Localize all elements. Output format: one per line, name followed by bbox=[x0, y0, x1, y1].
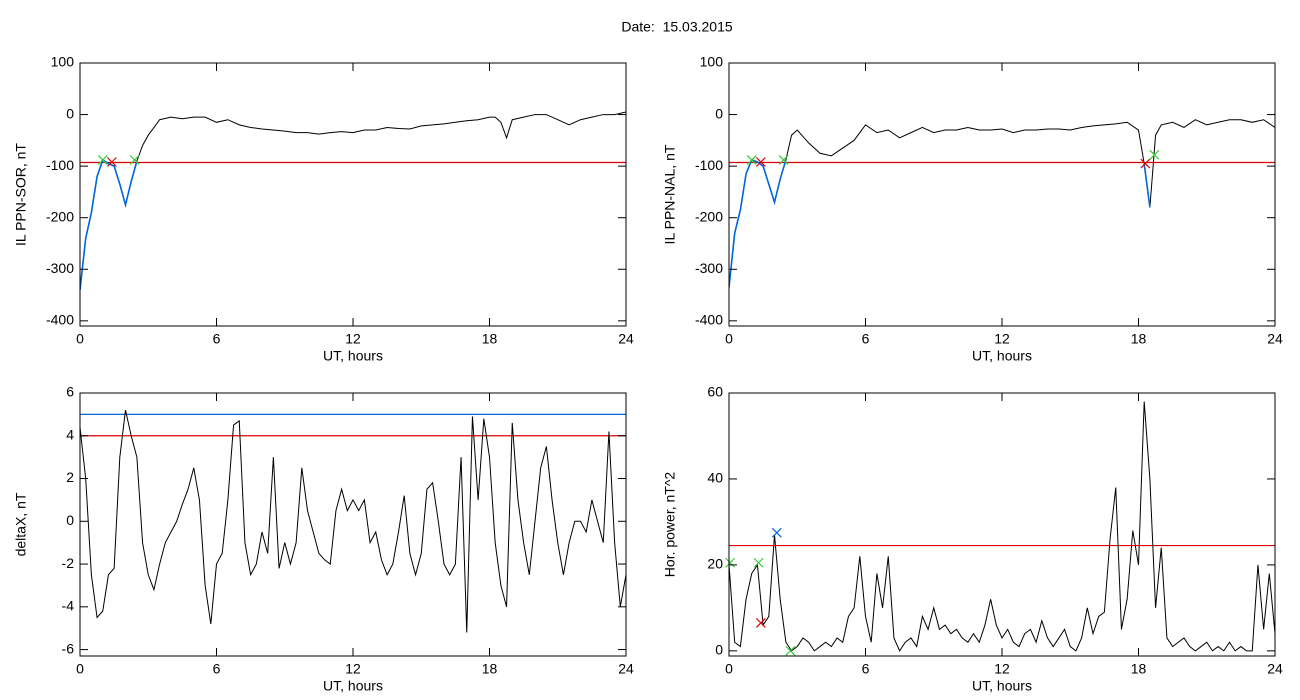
x-tick-label: 18 bbox=[1131, 331, 1147, 347]
y-tick-label: 2 bbox=[66, 469, 74, 485]
panel: 0 6 12 18 24 100 0 -100 -200 -300 -400 UT, hours IL … bbox=[662, 54, 1283, 364]
marker bbox=[755, 157, 766, 167]
y-tick-label: -300 bbox=[695, 260, 723, 276]
panel: 0 6 12 18 24 100 0 -100 -200 -300 -400 UT, hours IL … bbox=[13, 54, 634, 364]
panel: 0 6 12 18 24 0 20 40 60 UT, hours Hor. power, nT^2 bbox=[662, 384, 1283, 694]
marker bbox=[771, 527, 782, 538]
x-tick-label: 12 bbox=[994, 331, 1010, 347]
y-tick-label: -400 bbox=[695, 312, 723, 328]
x-tick-label: 18 bbox=[1131, 661, 1147, 677]
marker bbox=[753, 557, 764, 568]
marker-stroke bbox=[755, 617, 766, 628]
marker bbox=[746, 155, 757, 165]
y-tick-label: 60 bbox=[707, 384, 723, 400]
x-tick-label: 12 bbox=[345, 661, 361, 677]
marker-stroke bbox=[753, 557, 764, 568]
marker bbox=[778, 155, 789, 165]
x-tick-label: 6 bbox=[213, 661, 221, 677]
marker-stroke bbox=[1140, 158, 1151, 169]
y-tick-label: 40 bbox=[707, 470, 723, 486]
marker-stroke bbox=[1149, 149, 1160, 160]
y-axis-label: deltaX, nT bbox=[13, 492, 29, 556]
y-tick-label: 0 bbox=[715, 105, 723, 121]
marker bbox=[1149, 149, 1160, 160]
x-tick-label: 24 bbox=[1267, 661, 1283, 677]
y-tick-label: -100 bbox=[695, 157, 723, 173]
y-axis-label: IL PPN-NAL, nT bbox=[662, 144, 678, 244]
x-tick-label: 24 bbox=[618, 661, 634, 677]
panel: 0 6 12 18 24 6 4 2 0 -2 -4 -6 UT, hours deltaX, nT bbox=[13, 384, 634, 694]
x-tick-label: 18 bbox=[482, 661, 498, 677]
y-tick-label: -300 bbox=[46, 260, 74, 276]
x-tick-label: 18 bbox=[482, 331, 498, 347]
y-tick-label: -200 bbox=[46, 208, 74, 224]
x-axis-label: UT, hours bbox=[323, 348, 383, 364]
x-tick-label: 6 bbox=[862, 331, 870, 347]
x-axis-label: UT, hours bbox=[323, 678, 383, 694]
x-tick-label: 0 bbox=[76, 661, 84, 677]
marker-stroke bbox=[725, 557, 736, 568]
y-tick-label: 4 bbox=[66, 426, 74, 442]
marker-stroke bbox=[771, 527, 782, 538]
marker bbox=[725, 557, 736, 568]
marker-stroke bbox=[755, 157, 766, 167]
marker bbox=[129, 155, 140, 165]
y-tick-label: 100 bbox=[51, 54, 75, 70]
marker-stroke bbox=[785, 645, 796, 656]
x-tick-label: 12 bbox=[994, 661, 1010, 677]
x-axis-label: UT, hours bbox=[972, 678, 1032, 694]
y-tick-label: 100 bbox=[700, 54, 724, 70]
marker-stroke bbox=[746, 155, 757, 165]
y-axis-label: IL PPN-SOR, nT bbox=[13, 143, 29, 246]
y-axis-label: Hor. power, nT^2 bbox=[662, 472, 678, 578]
marker bbox=[106, 157, 117, 167]
y-tick-label: 0 bbox=[715, 642, 723, 658]
y-tick-label: 20 bbox=[707, 556, 723, 572]
x-tick-label: 6 bbox=[213, 331, 221, 347]
y-tick-label: -400 bbox=[46, 312, 74, 328]
x-tick-label: 24 bbox=[618, 331, 634, 347]
y-tick-label: -2 bbox=[62, 555, 75, 571]
marker-stroke bbox=[778, 155, 789, 165]
data-line bbox=[729, 158, 1151, 288]
y-tick-label: -100 bbox=[46, 157, 74, 173]
marker bbox=[1140, 158, 1151, 169]
x-tick-label: 12 bbox=[345, 331, 361, 347]
y-tick-label: -4 bbox=[62, 598, 75, 614]
marker bbox=[97, 155, 108, 165]
x-tick-label: 6 bbox=[862, 661, 870, 677]
y-tick-label: -200 bbox=[695, 208, 723, 224]
data-line bbox=[80, 410, 626, 633]
x-tick-label: 0 bbox=[76, 331, 84, 347]
x-tick-label: 0 bbox=[725, 661, 733, 677]
figure-title: Date: 15.03.2015 bbox=[621, 19, 733, 35]
y-tick-label: 0 bbox=[66, 512, 74, 528]
x-tick-label: 0 bbox=[725, 331, 733, 347]
x-tick-label: 24 bbox=[1267, 331, 1283, 347]
data-line bbox=[80, 158, 138, 290]
marker bbox=[785, 645, 796, 656]
y-tick-label: 0 bbox=[66, 105, 74, 121]
marker-stroke bbox=[129, 155, 140, 165]
marker-stroke bbox=[106, 157, 117, 167]
y-tick-label: -6 bbox=[62, 640, 75, 656]
data-line bbox=[729, 401, 1275, 652]
marker-stroke bbox=[97, 155, 108, 165]
y-tick-label: 6 bbox=[66, 384, 74, 400]
x-axis-label: UT, hours bbox=[972, 348, 1032, 364]
marker bbox=[755, 617, 766, 628]
